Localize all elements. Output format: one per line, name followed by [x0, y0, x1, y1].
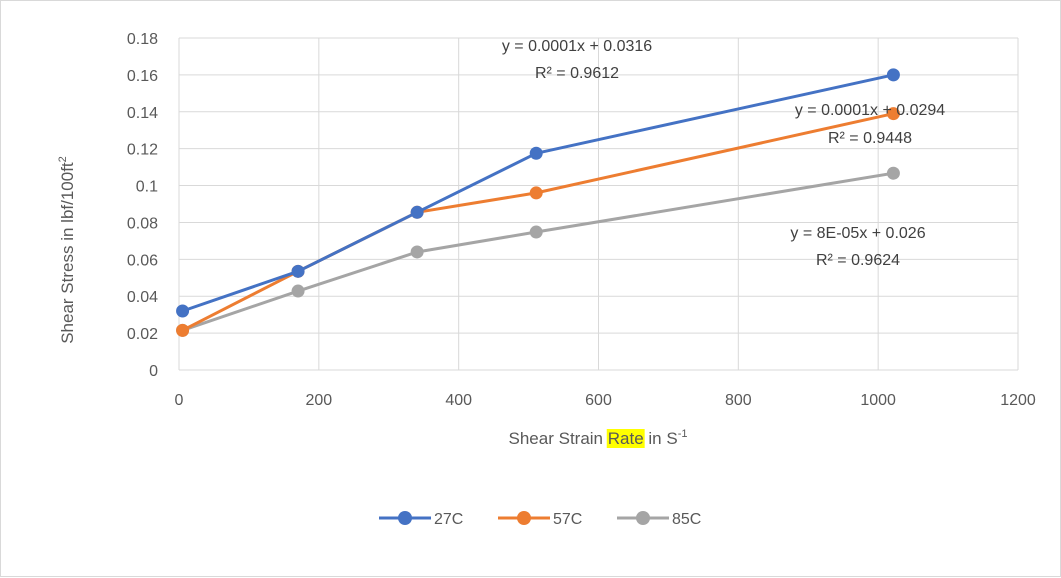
- legend-item-57C: 57C: [498, 511, 582, 528]
- data-point-57C: [176, 323, 190, 337]
- trendline-r2-27C: R² = 0.9612: [535, 65, 619, 82]
- y-tick-label: 0.1: [136, 179, 158, 196]
- trendline-equation-85C: y = 8E-05x + 0.026: [790, 225, 925, 242]
- y-axis-title-main: Shear Stress in lbf/100ft: [58, 162, 77, 344]
- legend-label-85C: 85C: [672, 511, 701, 528]
- x-axis-title-post: in S: [644, 429, 678, 448]
- x-axis-title: Shear Strain Rate in S-1: [509, 428, 688, 448]
- data-point-85C: [291, 284, 305, 298]
- legend-label-27C: 27C: [434, 511, 463, 528]
- legend-label-57C: 57C: [553, 511, 582, 528]
- x-axis-title-sup: -1: [678, 428, 688, 440]
- series-27C: [176, 68, 900, 318]
- legend-marker-85C: [636, 511, 650, 525]
- data-point-85C: [410, 245, 424, 259]
- data-point-27C: [529, 146, 543, 160]
- x-tick-label: 1200: [1000, 392, 1036, 409]
- x-tick-label: 0: [175, 392, 184, 409]
- y-tick-label: 0.16: [127, 68, 158, 85]
- x-tick-labels: 0 200 400 600 800 1000 1200: [175, 392, 1036, 409]
- data-point-27C: [410, 205, 424, 219]
- y-tick-label: 0.06: [127, 252, 158, 269]
- y-tick-label: 0.02: [127, 326, 158, 343]
- legend-marker-27C: [398, 511, 412, 525]
- trendline-r2-85C: R² = 0.9624: [816, 252, 900, 269]
- trendline-equation-27C: y = 0.0001x + 0.0316: [502, 38, 652, 55]
- x-tick-label: 600: [585, 392, 612, 409]
- legend-item-27C: 27C: [379, 511, 463, 528]
- x-axis-title-pre: Shear Strain: [509, 429, 608, 448]
- trendline-r2-57C: R² = 0.9448: [828, 130, 912, 147]
- y-axis-title: Shear Stress in lbf/100ft2: [57, 156, 77, 344]
- legend-marker-57C: [517, 511, 531, 525]
- data-point-85C: [529, 225, 543, 239]
- y-tick-labels: 0 0.02 0.04 0.06 0.08 0.1 0.12 0.14 0.16 0.18: [127, 31, 158, 380]
- data-point-27C: [886, 68, 900, 82]
- trendline-equation-57C: y = 0.0001x + 0.0294: [795, 102, 945, 119]
- x-tick-label: 400: [445, 392, 472, 409]
- legend-item-85C: 85C: [617, 511, 701, 528]
- data-point-85C: [886, 166, 900, 180]
- data-point-27C: [291, 264, 305, 278]
- x-tick-label: 200: [305, 392, 332, 409]
- y-tick-label: 0.14: [127, 105, 158, 122]
- y-axis-title-sup: 2: [57, 156, 69, 162]
- x-axis-title-highlight: [606, 429, 645, 448]
- x-tick-label: 800: [725, 392, 752, 409]
- series-layer: [176, 68, 900, 337]
- x-axis-title-highlight-word: Rate: [608, 429, 644, 448]
- trendline-annotations: y = 0.0001x + 0.0316 R² = 0.9612 y = 0.000…: [502, 38, 945, 269]
- data-point-57C: [529, 186, 543, 200]
- y-tick-label: 0.18: [127, 31, 158, 48]
- grid-layer: [178, 37, 1019, 371]
- data-point-27C: [176, 304, 190, 318]
- y-tick-label: 0.04: [127, 289, 158, 306]
- data-point-57C: [886, 107, 900, 121]
- y-tick-label: 0: [149, 363, 158, 380]
- y-tick-label: 0.08: [127, 215, 158, 232]
- legend: 27C 57C 85C: [379, 511, 701, 528]
- x-tick-label: 1000: [860, 392, 896, 409]
- y-tick-label: 0.12: [127, 142, 158, 159]
